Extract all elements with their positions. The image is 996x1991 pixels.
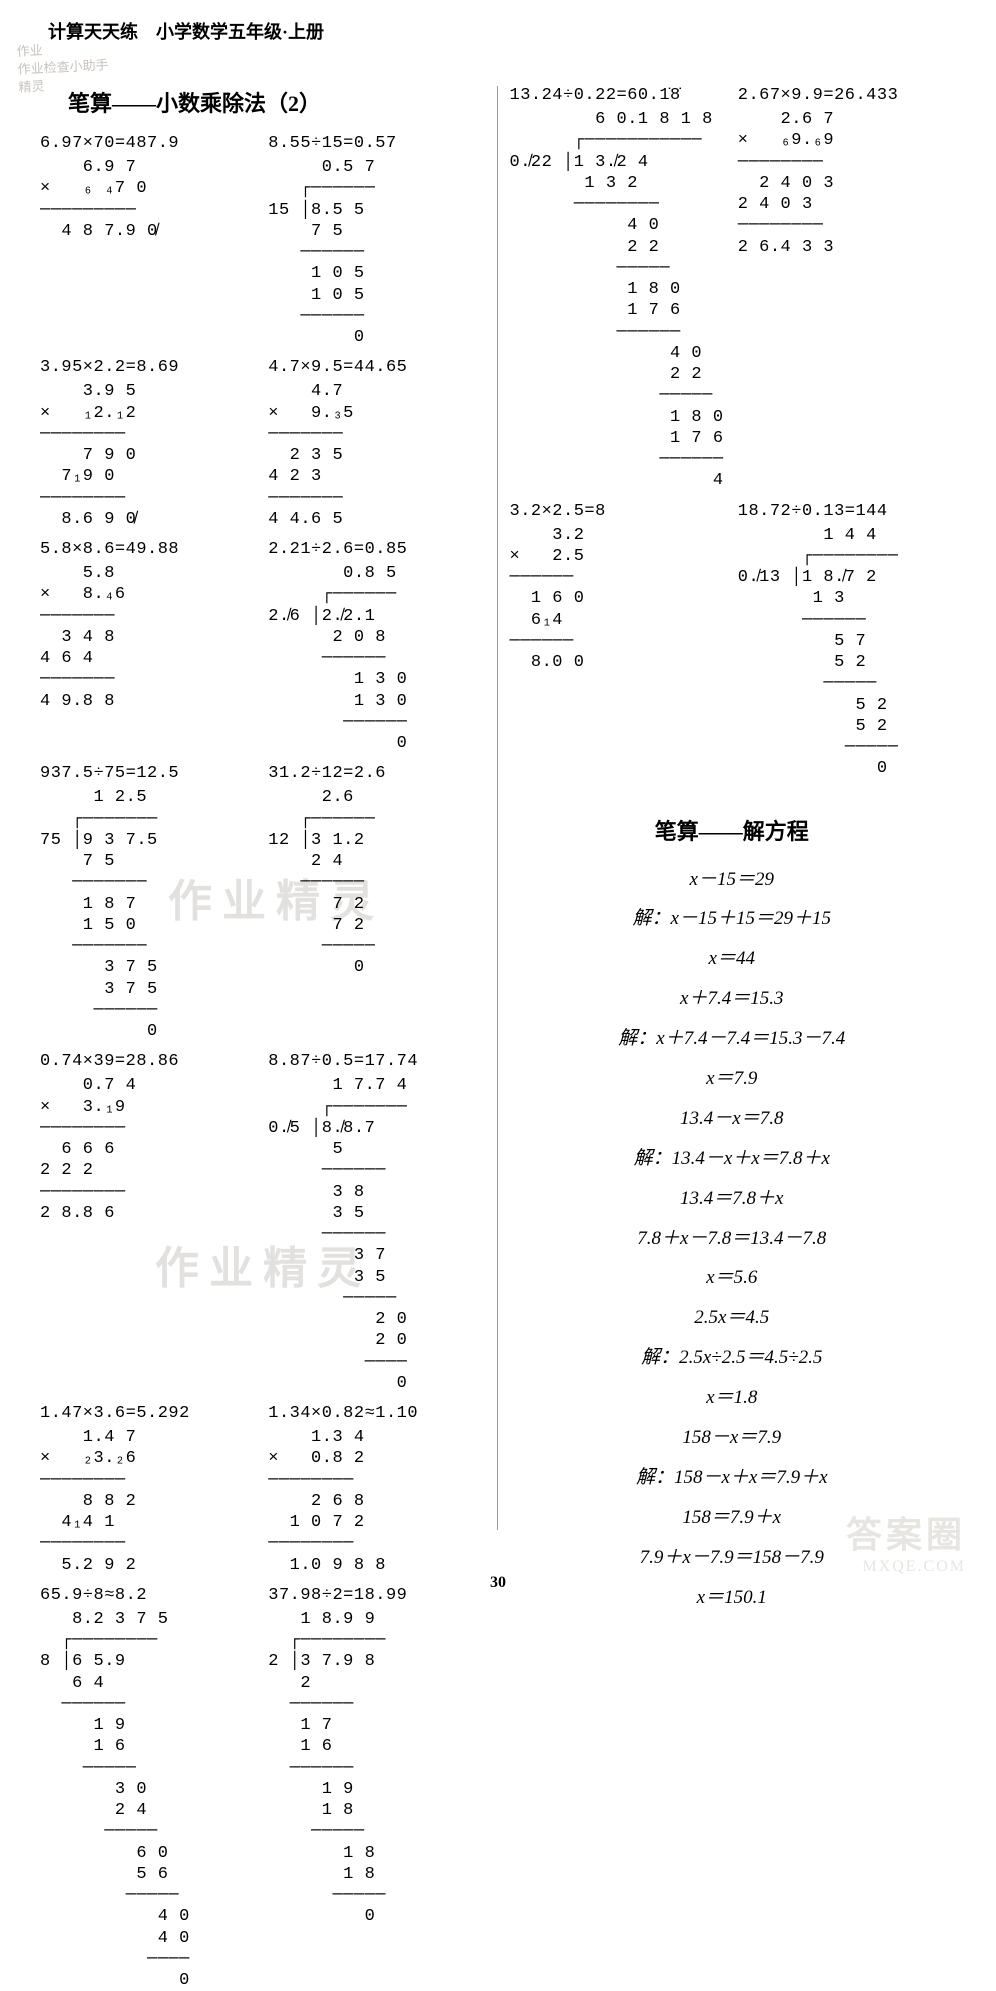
calc-work: 2.6 7 × ₆9.₆9 ──────── 2 4 0 3 2 4 0 3 ─…	[738, 109, 954, 258]
algebra-line: 7.9＋x－7.9＝158－7.9	[518, 1538, 947, 1578]
equation: 6.97×70=487.9	[40, 134, 256, 153]
algebra-line: 13.4＝7.8＋x	[518, 1179, 947, 1219]
equation: 0.74×39=28.86	[40, 1052, 256, 1071]
equation: 37.98÷2=18.99	[268, 1586, 484, 1605]
calc-work: 1 8.9 9 ┌──────── 2 │3 7.9 8 2 ────── 1 …	[268, 1609, 484, 1928]
right-column: 13.24÷0.22=60.1̇8̇ 6 0.1 8 1 8 ┌────────…	[510, 86, 955, 1530]
problem: 13.24÷0.22=60.1̇8̇ 6 0.1 8 1 8 ┌────────…	[510, 86, 726, 492]
calc-work: 0.5 7 ┌────── 15 │8.5 5 7 5 ────── 1 0 5…	[268, 157, 484, 348]
equation: 3.2×2.5=8	[510, 502, 726, 521]
calc-work: 3.9 5 × ₁2.₁2 ──────── 7 9 0 7₁9 0 ─────…	[40, 381, 256, 530]
algebra-block: x－15＝29 解：x－15＋15＝29＋15 x＝44 x＋7.4＝15.3 …	[510, 860, 955, 1618]
algebra-line: 解：x－15＋15＝29＋15	[518, 899, 947, 939]
content-columns: 笔算——小数乘除法（2） 6.97×70=487.9 6.9 7 × ₆ ₄7 …	[40, 86, 954, 1530]
algebra-line: x＝150.1	[518, 1578, 947, 1618]
calc-work: 2.6 ┌────── 12 │3 1.2 2 4 ────── 7 2 7 2…	[268, 787, 484, 978]
algebra-line: 2.5x＝4.5	[518, 1298, 947, 1338]
algebra-line: x＋7.4＝15.3	[518, 979, 947, 1019]
equation: 5.8×8.6=49.88	[40, 540, 256, 559]
equation: 1.47×3.6=5.292	[40, 1404, 256, 1423]
section-title-right: 笔算——解方程	[510, 814, 955, 846]
algebra-line: 解：x＋7.4－7.4＝15.3－7.4	[518, 1019, 947, 1059]
problem: 4.7×9.5=44.65 4.7 × 9.₃5 ─────── 2 3 5 4…	[268, 358, 484, 530]
algebra-line: 7.8＋x－7.8＝13.4－7.8	[518, 1219, 947, 1259]
problem: 65.9÷8≈8.2 8.2 3 7 5 ┌──────── 8 │6 5.9 …	[40, 1586, 256, 1991]
problem-row: 3.2×2.5=8 3.2 × 2.5 ────── 1 6 0 6₁4 ───…	[510, 502, 955, 780]
calc-work: 1.3 4 × 0.8 2 ──────── 2 6 8 1 0 7 2 ───…	[268, 1427, 484, 1576]
equation: 8.87÷0.5=17.74	[268, 1052, 484, 1071]
problem: 1.47×3.6=5.292 1.4 7 × ₂3.₂6 ──────── 8 …	[40, 1404, 256, 1576]
equation: 3.95×2.2=8.69	[40, 358, 256, 377]
calc-work: 3.2 × 2.5 ────── 1 6 0 6₁4 ────── 8.0 0	[510, 525, 726, 674]
equation: 2.21÷2.6=0.85	[268, 540, 484, 559]
equation: 18.72÷0.13=144	[738, 502, 954, 521]
equation: 4.7×9.5=44.65	[268, 358, 484, 377]
problem: 1.34×0.82≈1.10 1.3 4 × 0.8 2 ──────── 2 …	[268, 1404, 484, 1576]
calc-work: 1.4 7 × ₂3.₂6 ──────── 8 8 2 4₁4 1 ─────…	[40, 1427, 256, 1576]
problem-row: 1.47×3.6=5.292 1.4 7 × ₂3.₂6 ──────── 8 …	[40, 1404, 485, 1576]
algebra-line: x＝44	[518, 939, 947, 979]
problem: 2.21÷2.6=0.85 0.8 5 ┌────── 2.̸6 │2.̸2.1…	[268, 540, 484, 754]
problem: 937.5÷75=12.5 1 2.5 ┌─────── 75 │9 3 7.5…	[40, 764, 256, 1042]
problem-row: 6.97×70=487.9 6.9 7 × ₆ ₄7 0 ───────── 4…	[40, 134, 485, 348]
problem: 3.2×2.5=8 3.2 × 2.5 ────── 1 6 0 6₁4 ───…	[510, 502, 726, 780]
equation: 1.34×0.82≈1.10	[268, 1404, 484, 1423]
problem-row: 0.74×39=28.86 0.7 4 × 3.₁9 ──────── 6 6 …	[40, 1052, 485, 1394]
calc-work: 8.2 3 7 5 ┌──────── 8 │6 5.9 6 4 ────── …	[40, 1609, 256, 1991]
algebra-line: x＝7.9	[518, 1059, 947, 1099]
equation: 65.9÷8≈8.2	[40, 1586, 256, 1605]
problem: 8.55÷15=0.57 0.5 7 ┌────── 15 │8.5 5 7 5…	[268, 134, 484, 348]
problem: 37.98÷2=18.99 1 8.9 9 ┌──────── 2 │3 7.9…	[268, 1586, 484, 1991]
page: 计算天天练 小学数学五年级·上册 作业 作业检查小助手 精灵 作业精灵 作业精灵…	[0, 0, 996, 1600]
problem-row: 937.5÷75=12.5 1 2.5 ┌─────── 75 │9 3 7.5…	[40, 764, 485, 1042]
problem: 31.2÷12=2.6 2.6 ┌────── 12 │3 1.2 2 4 ──…	[268, 764, 484, 1042]
equation: 13.24÷0.22=60.1̇8̇	[510, 86, 726, 105]
algebra-line: x－15＝29	[518, 860, 947, 900]
algebra-line: 13.4－x＝7.8	[518, 1099, 947, 1139]
algebra-line: 158－x＝7.9	[518, 1418, 947, 1458]
calc-work: 1 4 4 ┌──────── 0.̸13 │1 8.̸7 2 1 3 ────…	[738, 525, 954, 780]
algebra-line: 158＝7.9＋x	[518, 1498, 947, 1538]
problem: 8.87÷0.5=17.74 1 7.7 4 ┌─────── 0.̸5 │8.…	[268, 1052, 484, 1394]
problem: 0.74×39=28.86 0.7 4 × 3.₁9 ──────── 6 6 …	[40, 1052, 256, 1394]
page-number: 30	[490, 1574, 506, 1592]
calc-work: 6.9 7 × ₆ ₄7 0 ───────── 4 8 7.9 0̸	[40, 157, 256, 242]
calc-work: 1 7.7 4 ┌─────── 0.̸5 │8.̸8.7 5 ────── 3…	[268, 1075, 484, 1394]
algebra-line: 解：158－x＋x＝7.9＋x	[518, 1458, 947, 1498]
problem: 5.8×8.6=49.88 5.8 × 8.₄6 ─────── 3 4 8 4…	[40, 540, 256, 754]
column-divider	[497, 86, 498, 1530]
equation: 8.55÷15=0.57	[268, 134, 484, 153]
book-header: 计算天天练 小学数学五年级·上册	[48, 18, 324, 44]
algebra-line: 解：2.5x÷2.5＝4.5÷2.5	[518, 1338, 947, 1378]
problem-row: 65.9÷8≈8.2 8.2 3 7 5 ┌──────── 8 │6 5.9 …	[40, 1586, 485, 1991]
equation: 937.5÷75=12.5	[40, 764, 256, 783]
equation: 31.2÷12=2.6	[268, 764, 484, 783]
problem: 18.72÷0.13=144 1 4 4 ┌──────── 0.̸13 │1 …	[738, 502, 954, 780]
problem-row: 3.95×2.2=8.69 3.9 5 × ₁2.₁2 ──────── 7 9…	[40, 358, 485, 530]
algebra-line: x＝5.6	[518, 1258, 947, 1298]
algebra-line: 解：13.4－x＋x＝7.8＋x	[518, 1139, 947, 1179]
calc-work: 0.8 5 ┌────── 2.̸6 │2.̸2.1 2 0 8 ────── …	[268, 563, 484, 754]
calc-work: 0.7 4 × 3.₁9 ──────── 6 6 6 2 2 2 ──────…	[40, 1075, 256, 1224]
calc-work: 6 0.1 8 1 8 ┌─────────── 0.̸22 │1 3.̸2 4…	[510, 109, 726, 492]
problem: 6.97×70=487.9 6.9 7 × ₆ ₄7 0 ───────── 4…	[40, 134, 256, 348]
stamp-line: 作业检查小助手	[17, 55, 128, 79]
left-column: 笔算——小数乘除法（2） 6.97×70=487.9 6.9 7 × ₆ ₄7 …	[40, 86, 485, 1530]
calc-work: 1 2.5 ┌─────── 75 │9 3 7.5 7 5 ─────── 1…	[40, 787, 256, 1042]
problem-row: 13.24÷0.22=60.1̇8̇ 6 0.1 8 1 8 ┌────────…	[510, 86, 955, 492]
equation: 2.67×9.9=26.433	[738, 86, 954, 105]
problem: 3.95×2.2=8.69 3.9 5 × ₁2.₁2 ──────── 7 9…	[40, 358, 256, 530]
calc-work: 4.7 × 9.₃5 ─────── 2 3 5 4 2 3 ─────── 4…	[268, 381, 484, 530]
calc-work: 5.8 × 8.₄6 ─────── 3 4 8 4 6 4 ─────── 4…	[40, 563, 256, 712]
algebra-line: x＝1.8	[518, 1378, 947, 1418]
problem: 2.67×9.9=26.433 2.6 7 × ₆9.₆9 ──────── 2…	[738, 86, 954, 492]
section-title-left: 笔算——小数乘除法（2）	[68, 86, 485, 118]
problem-row: 5.8×8.6=49.88 5.8 × 8.₄6 ─────── 3 4 8 4…	[40, 540, 485, 754]
